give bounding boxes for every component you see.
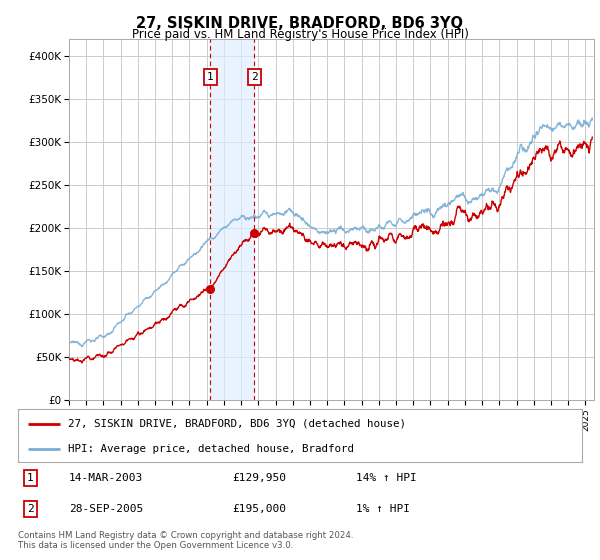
Text: 1% ↑ HPI: 1% ↑ HPI: [356, 504, 410, 514]
Text: 27, SISKIN DRIVE, BRADFORD, BD6 3YQ: 27, SISKIN DRIVE, BRADFORD, BD6 3YQ: [137, 16, 464, 31]
Text: 27, SISKIN DRIVE, BRADFORD, BD6 3YQ (detached house): 27, SISKIN DRIVE, BRADFORD, BD6 3YQ (det…: [68, 419, 406, 429]
Text: £195,000: £195,000: [232, 504, 286, 514]
Text: Price paid vs. HM Land Registry's House Price Index (HPI): Price paid vs. HM Land Registry's House …: [131, 28, 469, 41]
Text: Contains HM Land Registry data © Crown copyright and database right 2024.
This d: Contains HM Land Registry data © Crown c…: [18, 531, 353, 550]
Text: £129,950: £129,950: [232, 473, 286, 483]
Text: HPI: Average price, detached house, Bradford: HPI: Average price, detached house, Brad…: [68, 444, 353, 454]
Text: 2: 2: [27, 504, 34, 514]
Bar: [210, 39, 254, 400]
Text: 1: 1: [207, 72, 214, 82]
Text: 14-MAR-2003: 14-MAR-2003: [69, 473, 143, 483]
Text: 1: 1: [27, 473, 34, 483]
Text: 14% ↑ HPI: 14% ↑ HPI: [356, 473, 417, 483]
Text: 2: 2: [251, 72, 257, 82]
Text: 28-SEP-2005: 28-SEP-2005: [69, 504, 143, 514]
